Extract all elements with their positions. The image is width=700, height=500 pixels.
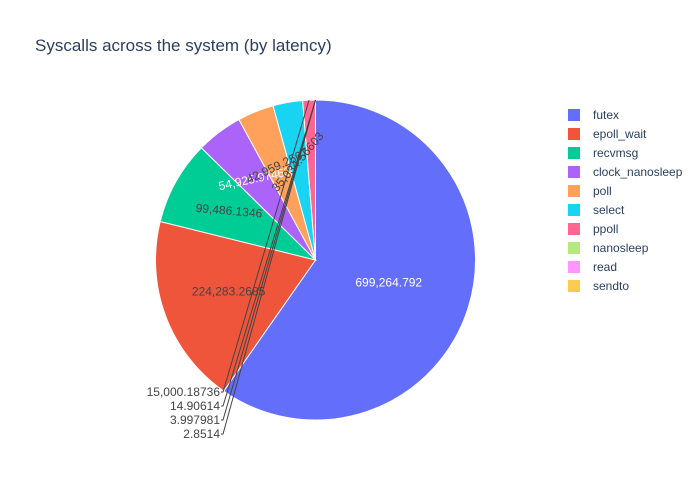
legend-swatch [568, 204, 580, 216]
legend-swatch [568, 109, 580, 121]
leader-line-nanosleep [221, 99, 316, 407]
legend-swatch [568, 166, 580, 178]
chart-title: Syscalls across the system (by latency) [35, 36, 332, 55]
slice-label-recvmsg: 99,486.1346 [195, 201, 263, 221]
legend-item-poll[interactable]: poll [568, 184, 612, 198]
legend-label: ppoll [593, 222, 618, 236]
legend-item-clock-nanosleep[interactable]: clock_nanosleep [568, 165, 683, 179]
legend-item-read[interactable]: read [568, 260, 617, 274]
legend-swatch [568, 280, 580, 292]
legend-swatch [568, 223, 580, 235]
legend-label: poll [593, 184, 612, 198]
legend-item-select[interactable]: select [568, 203, 625, 217]
slice-label-futex: 699,264.792 [355, 275, 422, 289]
outside-label-sendto: 2.8514 [183, 427, 220, 441]
leader-line-ppoll [221, 99, 310, 393]
legend-swatch [568, 242, 580, 254]
legend-label: select [593, 203, 625, 217]
legend-swatch [568, 128, 580, 140]
outside-label-read: 3.997981 [170, 413, 220, 427]
leader-line-sendto [221, 99, 316, 435]
legend-label: futex [593, 108, 619, 122]
legend-label: sendto [593, 279, 629, 293]
legend-label: nanosleep [593, 241, 649, 255]
legend-label: epoll_wait [593, 127, 647, 141]
outside-label-ppoll: 15,000.18736 [147, 385, 221, 399]
legend-item-nanosleep[interactable]: nanosleep [568, 241, 649, 255]
pie-slice-futex[interactable] [223, 99, 476, 421]
slice-label-epoll-wait: 224,283.2685 [192, 285, 266, 299]
legend-item-recvmsg[interactable]: recvmsg [568, 146, 638, 160]
legend-swatch [568, 261, 580, 273]
pie-slices [155, 99, 476, 421]
legend-label: read [593, 260, 617, 274]
legend-item-epoll-wait[interactable]: epoll_wait [568, 127, 647, 141]
pie-slice-epoll-wait[interactable] [155, 220, 317, 392]
legend-label: recvmsg [593, 146, 638, 160]
pie-slice-recvmsg[interactable] [159, 147, 318, 261]
legend-item-sendto[interactable]: sendto [568, 279, 629, 293]
leader-line-read [221, 99, 316, 421]
legend-swatch [568, 147, 580, 159]
legend-swatch [568, 185, 580, 197]
legend-label: clock_nanosleep [593, 165, 683, 179]
legend-item-ppoll[interactable]: ppoll [568, 222, 618, 236]
legend-item-futex[interactable]: futex [568, 108, 619, 122]
outside-label-nanosleep: 14.90614 [170, 399, 220, 413]
